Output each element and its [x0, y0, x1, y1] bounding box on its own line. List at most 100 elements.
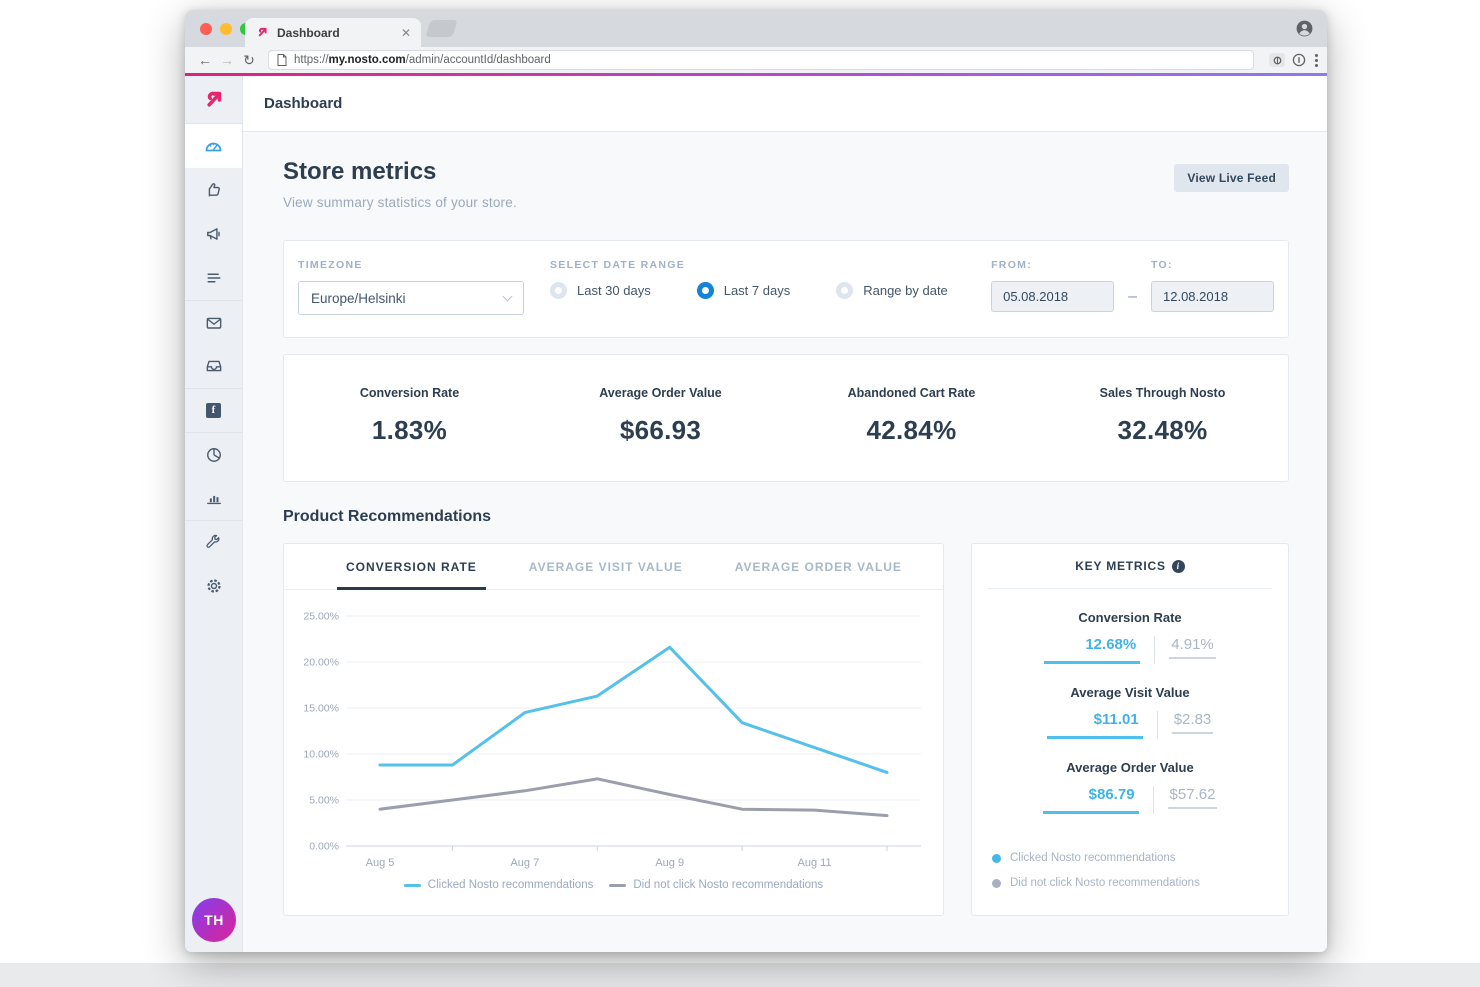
pie-chart-icon [204, 445, 224, 465]
page-document-icon[interactable] [277, 54, 287, 66]
radio-label: Last 30 days [577, 283, 651, 298]
sidebar-item-settings[interactable] [185, 564, 242, 608]
main-area: Dashboard Store metrics View summary sta… [243, 76, 1327, 952]
browser-tab[interactable]: Dashboard ✕ [245, 18, 421, 47]
tab-conversion-rate[interactable]: CONVERSION RATE [337, 544, 486, 590]
recommendations-heading: Product Recommendations [283, 508, 492, 525]
key-group-average-order-value: Average Order Value $86.79 $57.62 [988, 760, 1272, 814]
sidebar-item-campaigns[interactable] [185, 212, 242, 256]
extension-icon[interactable] [1269, 53, 1285, 67]
browser-menu-icon[interactable] [1315, 53, 1318, 67]
key-metrics-card: KEY METRICS i Conversion Rate 12.68% 4.9… [971, 543, 1289, 916]
sidebar-item-recommendations[interactable] [185, 168, 242, 212]
close-window-button[interactable] [200, 23, 212, 35]
favicon-nosto-icon [255, 25, 270, 40]
sidebar-item-segments[interactable] [185, 256, 242, 300]
new-tab-button[interactable] [425, 20, 458, 37]
stat-sales-through-nosto: Sales Through Nosto 32.48% [1037, 386, 1288, 446]
legend-dot-icon [992, 878, 1001, 888]
list-lines-icon [204, 268, 224, 288]
radio-last-7-days[interactable]: Last 7 days [696, 282, 790, 299]
radio-label: Range by date [863, 283, 948, 298]
key-group-label: Average Visit Value [1070, 685, 1190, 700]
key-group-label: Average Order Value [1066, 760, 1194, 775]
sidebar-item-inbox[interactable] [185, 344, 242, 388]
app-header: Dashboard [243, 76, 1327, 132]
key-metrics-legend: Clicked Nosto recommendations Did not cl… [988, 839, 1272, 889]
svg-text:10.00%: 10.00% [303, 749, 339, 761]
stat-label: Average Order Value [599, 386, 722, 400]
key-group-average-visit-value: Average Visit Value $11.01 $2.83 [988, 685, 1272, 739]
tab-average-order-value[interactable]: AVERAGE ORDER VALUE [734, 559, 902, 574]
key-group-conversion-rate: Conversion Rate 12.68% 4.91% [988, 610, 1272, 664]
date-inputs-group: FROM: – TO: [991, 257, 1274, 312]
wrench-icon [204, 533, 223, 552]
chart-canvas: 0.00% 5.00% 10.00% 15.00% 20.00% 25.00% Aug 5 A… [303, 611, 921, 869]
stat-average-order-value: Average Order Value $66.93 [535, 386, 786, 446]
timezone-select[interactable]: Europe/Helsinki [298, 281, 524, 315]
from-date-input[interactable] [991, 281, 1115, 312]
not-clicked-value: 4.91% [1169, 636, 1216, 659]
value-divider [1154, 636, 1156, 664]
sidebar-item-analytics[interactable] [185, 476, 242, 520]
legend-label: Clicked Nosto recommendations [427, 879, 594, 891]
stat-label: Sales Through Nosto [1099, 386, 1226, 400]
chevron-down-icon [502, 291, 513, 301]
timezone-label: TIMEZONE [298, 259, 363, 271]
back-button[interactable]: ← [198, 52, 212, 68]
sidebar-item-dashboard[interactable] [185, 124, 242, 168]
legend-label: Did not click Nosto recommendations [1010, 877, 1200, 889]
stat-abandoned-cart-rate: Abandoned Cart Rate 42.84% [786, 386, 1037, 446]
summary-metrics-card: Conversion Rate 1.83% Average Order Valu… [283, 354, 1289, 482]
chart-legend: Clicked Nosto recommendations Did not cl… [284, 879, 943, 891]
forward-button[interactable]: → [220, 52, 234, 68]
svg-text:20.00%: 20.00% [303, 657, 339, 669]
info-icon[interactable] [1292, 53, 1306, 67]
nosto-logo-icon[interactable] [185, 76, 242, 124]
bar-chart-icon [204, 488, 224, 508]
recommendations-chart-card: CONVERSION RATE AVERAGE VISIT VALUE AVER… [283, 543, 944, 916]
radio-range-by-date[interactable]: Range by date [836, 282, 948, 299]
radio-icon [550, 282, 567, 299]
dashboard-gauge-icon [203, 136, 224, 157]
tab-close-icon[interactable]: ✕ [400, 25, 411, 40]
tab-average-visit-value[interactable]: AVERAGE VISIT VALUE [528, 559, 683, 574]
clicked-value: $86.79 [1042, 786, 1139, 814]
info-icon[interactable]: i [1171, 559, 1185, 573]
legend-not-clicked: Did not click Nosto recommendations [609, 879, 823, 891]
value-divider [1156, 711, 1158, 739]
legend-label: Did not click Nosto recommendations [633, 879, 824, 891]
timezone-group: TIMEZONE Europe/Helsinki [298, 257, 524, 315]
radio-last-30-days[interactable]: Last 30 days [550, 282, 651, 299]
nosto-app: f [185, 76, 1327, 952]
desktop-background [0, 963, 1480, 987]
tab-title: Dashboard [277, 25, 340, 40]
envelope-icon [204, 313, 224, 333]
address-bar[interactable]: https://my.nosto.com/admin/accountId/das… [268, 50, 1254, 70]
legend-not-clicked: Did not click Nosto recommendations [992, 877, 1272, 889]
legend-dash-icon [609, 883, 627, 887]
to-date-input[interactable] [1151, 281, 1274, 312]
svg-text:Aug 5: Aug 5 [366, 857, 395, 869]
svg-text:5.00%: 5.00% [309, 795, 339, 807]
svg-text:0.00%: 0.00% [309, 841, 339, 853]
svg-text:Aug 9: Aug 9 [655, 857, 684, 869]
legend-clicked: Clicked Nosto recommendations [992, 852, 1272, 864]
key-metrics-title: KEY METRICS i [988, 544, 1272, 589]
legend-dash-icon [403, 883, 421, 887]
legend-label: Clicked Nosto recommendations [1010, 852, 1176, 864]
sidebar-item-tools[interactable] [185, 520, 242, 564]
view-live-feed-button[interactable]: View Live Feed [1174, 164, 1289, 192]
svg-text:Aug 7: Aug 7 [510, 857, 539, 869]
reload-button[interactable]: ↻ [243, 51, 255, 68]
user-avatar[interactable]: TH [192, 898, 236, 942]
sidebar-item-insights[interactable] [185, 432, 242, 476]
key-group-label: Conversion Rate [1078, 610, 1182, 625]
browser-profile-icon[interactable] [1295, 19, 1314, 43]
stat-value: 32.48% [1117, 415, 1208, 445]
sidebar-item-facebook[interactable]: f [185, 388, 242, 432]
minimize-window-button[interactable] [220, 23, 232, 35]
gear-icon [204, 576, 224, 596]
sidebar-item-email[interactable] [185, 300, 242, 344]
